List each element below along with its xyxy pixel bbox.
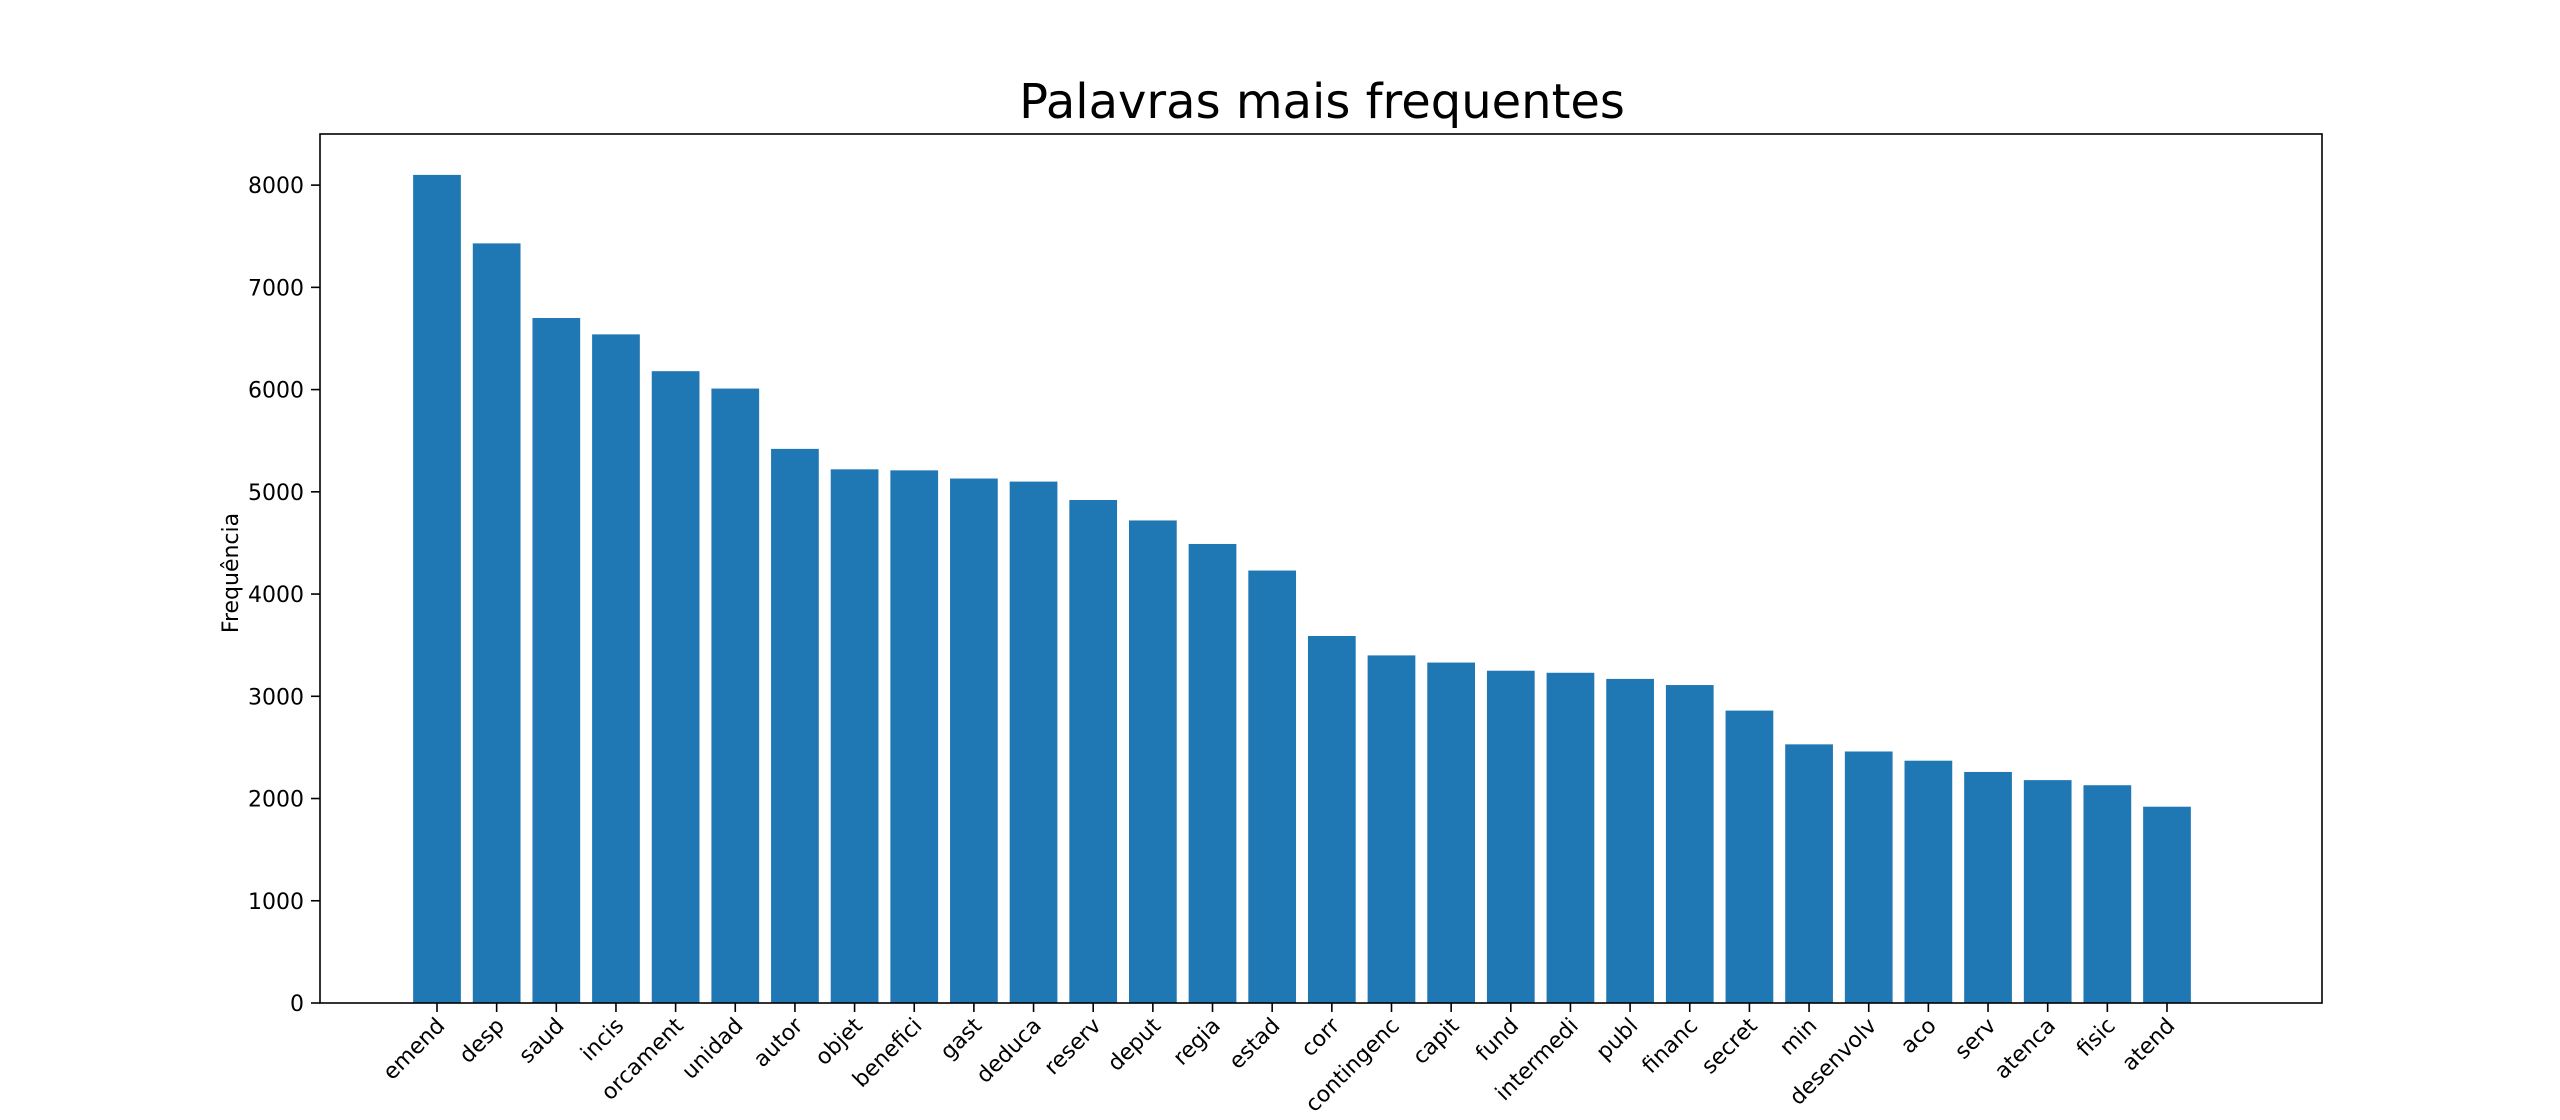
- bar-emend: [413, 174, 461, 1004]
- x-tick-label-publ: publ: [1592, 1014, 1644, 1066]
- bar-orcament: [651, 371, 700, 1003]
- x-tick-label-autor: autor: [749, 1013, 809, 1073]
- x-tick-label-emend: emend: [379, 1014, 451, 1086]
- bar-secret: [1725, 710, 1774, 1003]
- x-tick-label-min: min: [1775, 1014, 1822, 1061]
- bar-regia: [1188, 543, 1237, 1003]
- x-tick-label-deput: deput: [1103, 1013, 1166, 1076]
- bar-gast: [950, 478, 998, 1003]
- bars: [413, 174, 2191, 1004]
- bar-serv: [1964, 771, 2012, 1003]
- bar-desp: [472, 243, 521, 1003]
- x-tick-label-saud: saud: [514, 1014, 569, 1069]
- y-axis-ticks: 0 1000 2000 3000 4000 5000 6000 7000 8000: [248, 174, 320, 1017]
- y-tick-label: 4000: [248, 583, 304, 608]
- x-tick-label-capit: capit: [1408, 1013, 1464, 1069]
- x-tick-label-reserv: reserv: [1040, 1014, 1107, 1081]
- x-tick-label-serv: serv: [1950, 1014, 2001, 1065]
- y-tick-label: 7000: [248, 276, 304, 301]
- x-tick-label-incis: incis: [576, 1014, 629, 1067]
- bar-fund: [1486, 670, 1535, 1003]
- y-tick-label: 6000: [248, 379, 304, 404]
- x-tick-label-fund: fund: [1471, 1014, 1524, 1067]
- bar-deduca: [1009, 481, 1058, 1004]
- chart-title: Palavras mais frequentes: [1019, 74, 1625, 130]
- y-tick-label: 5000: [248, 481, 304, 506]
- x-tick-label-unidad: unidad: [678, 1014, 749, 1085]
- bar-objet: [830, 469, 879, 1003]
- bar-contingenc: [1367, 655, 1416, 1003]
- x-tick-label-secret: secret: [1697, 1013, 1763, 1079]
- bar-financ: [1665, 685, 1714, 1003]
- x-tick-label-gast: gast: [936, 1013, 988, 1065]
- y-tick-label: 2000: [248, 788, 304, 813]
- x-tick-label-atend: atend: [2118, 1014, 2181, 1077]
- x-tick-label-estad: estad: [1225, 1014, 1286, 1075]
- bar-capit: [1427, 662, 1475, 1003]
- bar-min: [1785, 744, 1833, 1003]
- y-tick-label: 1000: [248, 890, 304, 915]
- bar-autor: [771, 448, 819, 1003]
- bar-saud: [532, 318, 581, 1003]
- bar-atend: [2143, 806, 2191, 1003]
- bar-estad: [1248, 570, 1297, 1003]
- bar-aco: [1904, 760, 1953, 1003]
- x-tick-label-deduca: deduca: [972, 1014, 1047, 1089]
- bar-reserv: [1069, 500, 1118, 1003]
- bar-incis: [592, 334, 640, 1003]
- y-tick-label: 0: [290, 992, 304, 1017]
- x-tick-label-financ: financ: [1638, 1014, 1703, 1079]
- x-tick-label-objet: objet: [811, 1013, 868, 1070]
- y-axis-label: Frequência: [219, 513, 244, 633]
- x-tick-label-desp: desp: [455, 1014, 510, 1069]
- bar-unidad: [711, 388, 760, 1003]
- bar-benefici: [890, 470, 939, 1003]
- x-tick-label-atenca: atenca: [1990, 1014, 2061, 1085]
- bar-corr: [1307, 635, 1356, 1003]
- bar-deput: [1129, 520, 1177, 1003]
- bar-desenvolv: [1844, 751, 1893, 1003]
- bar-fisic: [2083, 785, 2132, 1003]
- y-tick-label: 3000: [248, 685, 304, 710]
- x-tick-label-fisic: fisic: [2072, 1014, 2120, 1062]
- x-tick-label-aco: aco: [1896, 1014, 1941, 1059]
- y-tick-label: 8000: [248, 174, 304, 199]
- x-tick-label-corr: corr: [1297, 1013, 1346, 1062]
- bar-intermedi: [1546, 672, 1595, 1003]
- x-tick-label-regia: regia: [1169, 1014, 1226, 1071]
- plot-area-frame: [319, 133, 2323, 1004]
- bar-publ: [1606, 678, 1654, 1003]
- bar-atenca: [2023, 780, 2072, 1003]
